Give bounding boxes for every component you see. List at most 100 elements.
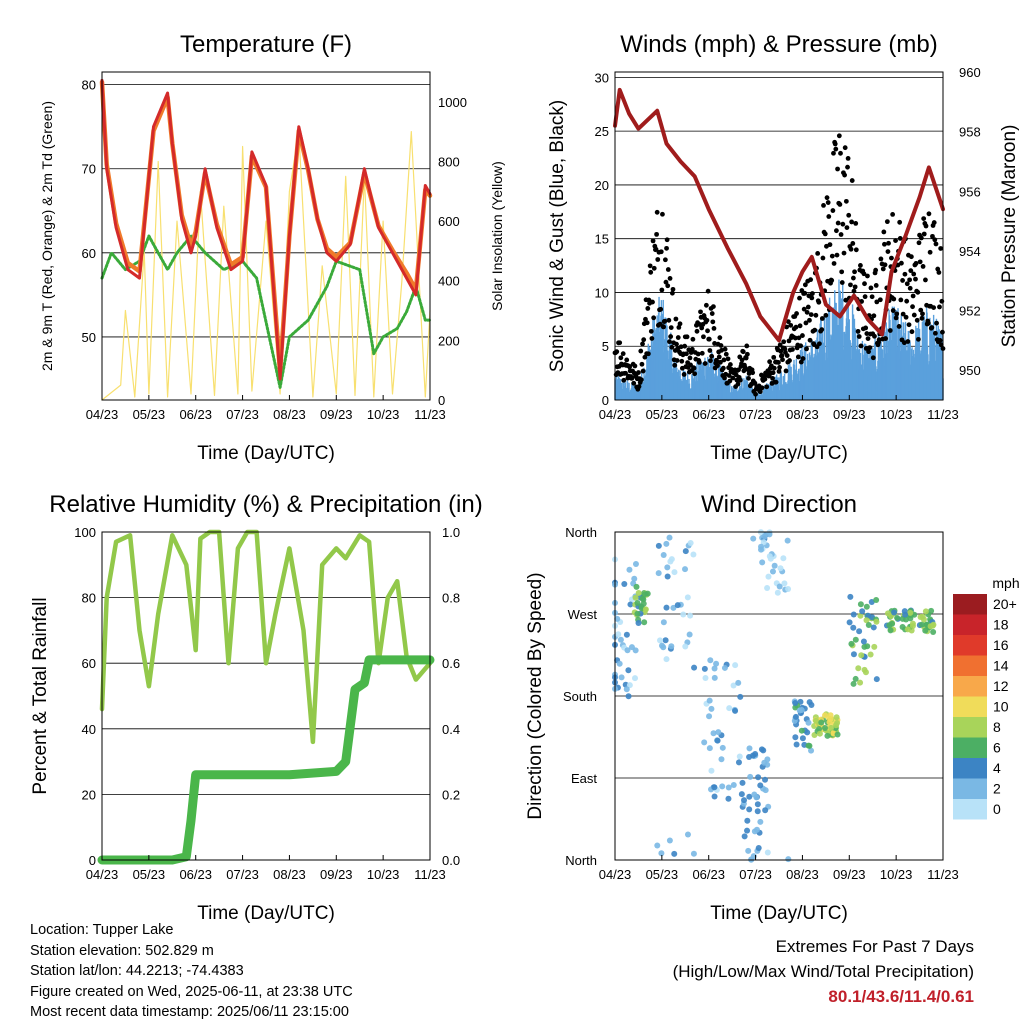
direction-point bbox=[618, 674, 625, 681]
direction-point bbox=[852, 636, 859, 643]
direction-point bbox=[863, 617, 870, 624]
direction-point bbox=[766, 553, 773, 560]
gust-point bbox=[629, 375, 635, 381]
direction-point bbox=[741, 797, 748, 804]
gust-point bbox=[674, 341, 679, 347]
speed-legend-swatch bbox=[953, 799, 987, 820]
direction-point bbox=[927, 623, 934, 630]
gust-point bbox=[852, 269, 857, 275]
gust-point bbox=[802, 290, 808, 296]
speed-legend-label: 2 bbox=[993, 781, 1001, 797]
speed-legend-label: 6 bbox=[993, 740, 1001, 756]
direction-point bbox=[741, 833, 748, 840]
direction-point bbox=[894, 614, 901, 621]
temperature-ylabel: 2m & 9m T (Red, Orange) & 2m Td (Green) bbox=[39, 101, 55, 371]
humidity-xtick-label: 11/23 bbox=[414, 867, 446, 882]
direction-point bbox=[824, 732, 831, 739]
gust-point bbox=[927, 249, 933, 255]
gust-point bbox=[880, 266, 886, 272]
direction-point bbox=[746, 745, 753, 752]
gust-point bbox=[699, 325, 705, 331]
direction-point bbox=[642, 606, 649, 613]
gust-point bbox=[825, 200, 831, 205]
direction-point bbox=[660, 619, 667, 626]
gust-point bbox=[923, 223, 929, 229]
pressure-series bbox=[613, 87, 945, 343]
gust-point bbox=[790, 347, 795, 352]
gust-point bbox=[710, 319, 716, 325]
gust-point bbox=[718, 343, 724, 348]
direction-point bbox=[792, 713, 799, 720]
gust-point bbox=[868, 285, 874, 291]
gust-point bbox=[807, 317, 812, 323]
gust-point bbox=[914, 317, 920, 323]
winds-y2tick-label: 956 bbox=[959, 184, 981, 199]
direction-point bbox=[735, 679, 742, 686]
direction-point bbox=[920, 616, 927, 623]
direction-xtick-label: 11/23 bbox=[927, 867, 959, 882]
direction-point bbox=[684, 594, 691, 601]
temperature-y2tick-label: 600 bbox=[438, 214, 460, 229]
gust-point bbox=[644, 320, 650, 326]
direction-point bbox=[762, 807, 769, 814]
direction-point bbox=[862, 669, 869, 676]
gust-point bbox=[839, 280, 845, 285]
direction-point bbox=[928, 607, 935, 614]
direction-point bbox=[686, 631, 693, 638]
extremes-values: 80.1/43.6/11.4/0.61 bbox=[828, 987, 974, 1006]
temperature-y2tick-label: 400 bbox=[438, 274, 460, 289]
winds-ytick-label: 15 bbox=[595, 232, 609, 247]
direction-point bbox=[891, 609, 898, 616]
gust-point bbox=[727, 362, 733, 367]
gust-point bbox=[822, 231, 828, 237]
direction-point bbox=[902, 611, 909, 618]
direction-point bbox=[833, 714, 840, 721]
direction-point bbox=[736, 753, 743, 760]
temperature-xtick-label: 06/23 bbox=[179, 407, 212, 422]
gust-point bbox=[894, 311, 900, 317]
humidity-y2tick-label: 0.0 bbox=[442, 853, 460, 868]
gust-point bbox=[838, 232, 844, 237]
direction-point bbox=[856, 628, 863, 635]
gust-point bbox=[725, 356, 731, 362]
gust-point bbox=[911, 271, 917, 277]
extremes-title: Extremes For Past 7 Days bbox=[775, 937, 974, 956]
direction-point bbox=[903, 616, 910, 623]
direction-point bbox=[805, 742, 812, 749]
gust-point bbox=[893, 315, 899, 321]
gust-point bbox=[664, 245, 669, 251]
temp-2m-series bbox=[100, 78, 432, 381]
direction-point bbox=[771, 562, 778, 569]
gust-point bbox=[617, 340, 623, 346]
direction-point bbox=[634, 599, 641, 606]
gust-point bbox=[735, 381, 741, 387]
direction-point bbox=[855, 665, 862, 672]
temperature-title: Temperature (F) bbox=[180, 31, 352, 58]
direction-point bbox=[739, 779, 746, 786]
gust-point bbox=[866, 349, 872, 355]
gust-point bbox=[698, 309, 703, 315]
speed-legend-label: 8 bbox=[993, 719, 1001, 735]
gust-point bbox=[808, 277, 814, 283]
gust-point bbox=[838, 150, 843, 156]
humidity-y2tick-label: 1.0 bbox=[442, 525, 460, 540]
direction-point bbox=[701, 739, 708, 746]
gust-point bbox=[771, 365, 777, 371]
gust-point bbox=[893, 238, 898, 243]
gust-point bbox=[820, 255, 826, 261]
gust-point bbox=[842, 145, 848, 151]
direction-point bbox=[922, 608, 929, 615]
gust-point bbox=[721, 357, 727, 363]
gust-point bbox=[812, 327, 818, 333]
gust-point bbox=[834, 252, 840, 258]
direction-point bbox=[858, 652, 865, 659]
gust-point bbox=[849, 219, 855, 225]
direction-point bbox=[655, 570, 662, 577]
direction-point bbox=[641, 591, 648, 598]
direction-point bbox=[732, 662, 739, 669]
gust-point bbox=[843, 297, 849, 303]
direction-point bbox=[714, 737, 721, 744]
direction-point bbox=[708, 767, 715, 774]
extremes-box: Extremes For Past 7 Days (High/Low/Max W… bbox=[673, 934, 974, 1009]
gust-point bbox=[925, 320, 931, 326]
